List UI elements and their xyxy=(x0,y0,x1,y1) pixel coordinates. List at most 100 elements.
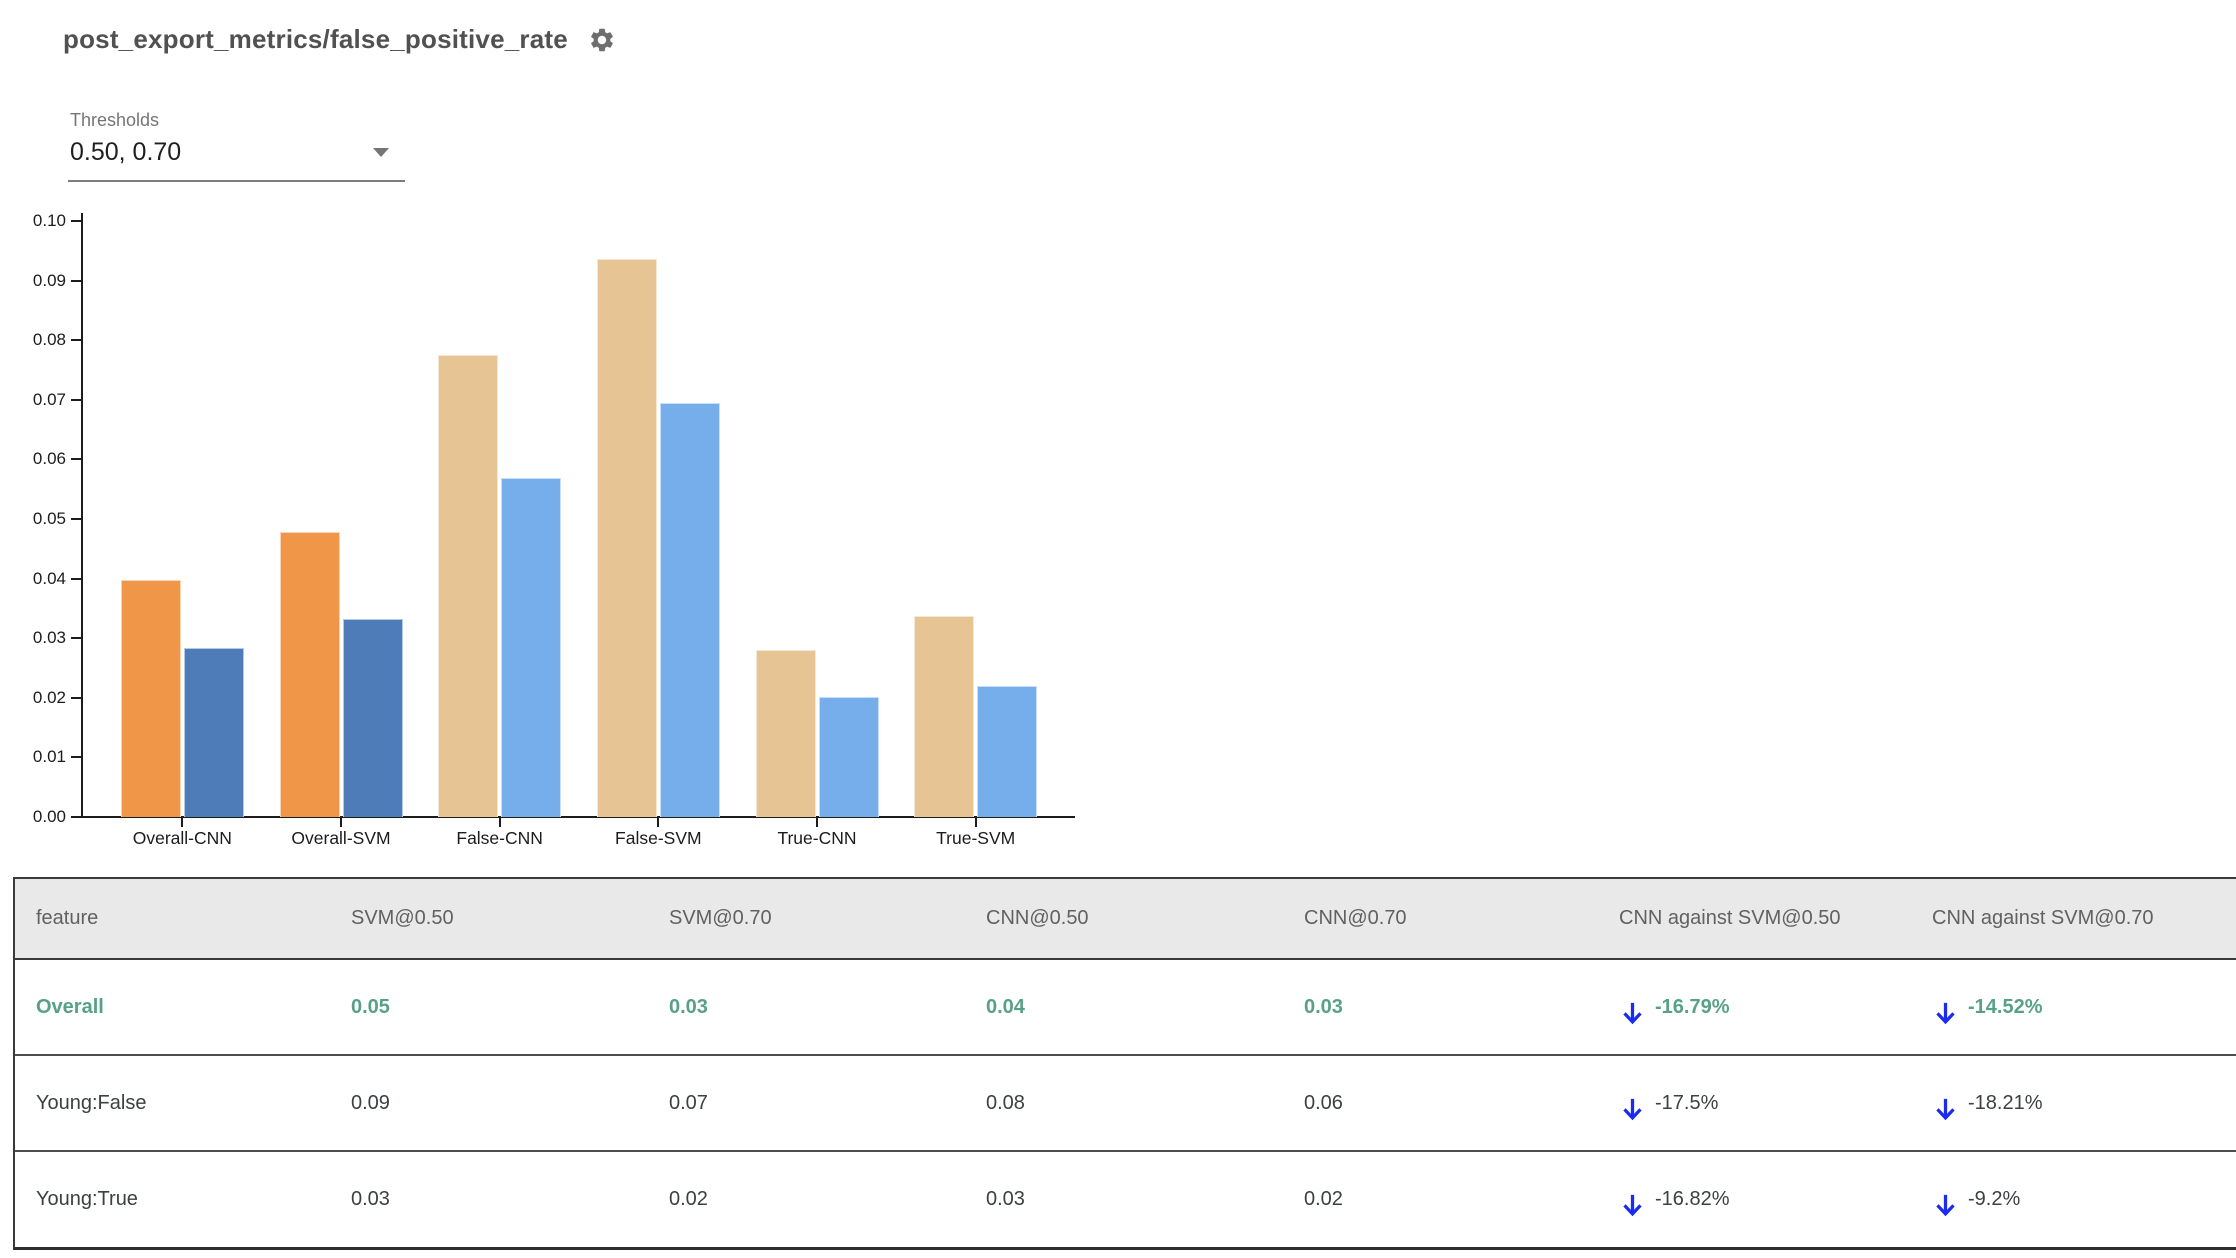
column-header-svm-0-50: SVM@0.50 xyxy=(351,907,454,929)
y-axis-tick-label: 0.06 xyxy=(32,449,66,469)
y-axis-tick xyxy=(71,577,81,580)
bar-false-svm-threshold-0-50[interactable] xyxy=(596,258,657,817)
bar-true-svm-threshold-0-70[interactable] xyxy=(977,685,1038,817)
metric-value-cell-cnn-0-70: 0.02 xyxy=(1304,1188,1343,1210)
bar-overall-svm-threshold-0-50[interactable] xyxy=(279,532,340,817)
bar-group-false-svm xyxy=(579,221,738,817)
delta-value: -17.5% xyxy=(1655,1091,1719,1114)
bar-group-overall-svm xyxy=(262,221,421,817)
thresholds-control: Thresholds 0.50, 0.70 xyxy=(68,110,405,182)
x-axis-tick xyxy=(657,818,660,827)
delta-cell-cnn-against-svm-0-50: -16.82% xyxy=(1598,1186,1911,1217)
delta-cell-cnn-against-svm-0-70: -14.52% xyxy=(1911,994,2236,1024)
arrow-down-icon xyxy=(1936,1098,1955,1120)
metric-value-cell-svm-0-70: 0.07 xyxy=(669,1091,708,1114)
delta-value: -16.79% xyxy=(1655,995,1730,1018)
bar-overall-cnn-threshold-0-50[interactable] xyxy=(120,579,181,817)
delta-value: -14.52% xyxy=(1968,995,2043,1018)
x-axis-tick xyxy=(816,818,818,827)
y-axis-line xyxy=(81,213,83,818)
metric-value-cell-svm-0-70: 0.03 xyxy=(669,995,708,1018)
metric-value-cell-svm-0-50: 0.05 xyxy=(351,995,390,1018)
x-axis-category-label: Overall-CNN xyxy=(132,828,232,848)
bar-group-false-cnn xyxy=(420,221,579,817)
y-axis-tick-label: 0.03 xyxy=(32,628,66,648)
table-header-row: feature SVM@0.50 SVM@0.70 CNN@0.50 CNN@0.70 C… xyxy=(15,879,2236,960)
table-row-overall[interactable]: Overall 0.05 0.03 0.04 0.03 -16.79% -14.52% xyxy=(15,960,2236,1056)
column-header-cnn-0-70: CNN@0.70 xyxy=(1304,907,1407,929)
y-axis-tick xyxy=(71,398,81,401)
metric-value-cell-cnn-0-50: 0.04 xyxy=(986,995,1025,1018)
settings-gear-icon[interactable] xyxy=(588,26,616,54)
bar-group-overall-cnn xyxy=(103,221,262,817)
y-axis-tick xyxy=(71,637,81,640)
x-axis-category-label: Overall-SVM xyxy=(291,828,391,848)
metric-value-cell-svm-0-50: 0.03 xyxy=(351,1188,390,1210)
x-axis-tick xyxy=(340,818,342,827)
feature-cell: Young:True xyxy=(36,1188,138,1210)
metric-value-cell-svm-0-50: 0.09 xyxy=(351,1091,390,1114)
bar-overall-cnn-threshold-0-70[interactable] xyxy=(183,648,244,817)
y-axis-tick-label: 0.00 xyxy=(32,807,66,826)
column-header-cnn-against-svm-0-50: CNN against SVM@0.50 xyxy=(1619,907,1841,929)
x-axis-category-label: False-SVM xyxy=(615,828,702,848)
bar-groups xyxy=(103,221,1055,817)
column-header-cnn-0-50: CNN@0.50 xyxy=(986,907,1089,929)
bar-false-cnn-threshold-0-50[interactable] xyxy=(438,355,499,817)
delta-cell-cnn-against-svm-0-70: -18.21% xyxy=(1911,1090,2236,1120)
arrow-down-icon xyxy=(1936,1194,1955,1217)
delta-cell-cnn-against-svm-0-50: -17.5% xyxy=(1598,1090,1911,1120)
delta-value: -16.82% xyxy=(1655,1188,1730,1210)
bar-false-cnn-threshold-0-70[interactable] xyxy=(501,478,562,817)
panel-header: post_export_metrics/false_positive_rate xyxy=(63,24,616,55)
y-axis-tick xyxy=(71,696,81,699)
metrics-table: feature SVM@0.50 SVM@0.70 CNN@0.50 CNN@0.70 C… xyxy=(13,877,2236,1250)
arrow-down-icon xyxy=(1623,1194,1642,1217)
table-row-young-false[interactable]: Young:False 0.09 0.07 0.08 0.06 -17.5% -18.21% xyxy=(15,1056,2236,1152)
thresholds-value: 0.50, 0.70 xyxy=(70,138,182,166)
delta-cell-cnn-against-svm-0-50: -16.79% xyxy=(1598,994,1911,1024)
x-axis-category-label: True-SVM xyxy=(936,828,1016,848)
bar-true-svm-threshold-0-50[interactable] xyxy=(914,616,975,817)
metric-value-cell-cnn-0-70: 0.06 xyxy=(1304,1091,1343,1114)
x-axis-tick xyxy=(498,818,501,827)
x-axis-line xyxy=(81,816,1075,818)
column-header-feature: feature xyxy=(36,907,99,929)
y-axis-tick xyxy=(71,339,81,342)
metric-value-cell-cnn-0-50: 0.03 xyxy=(986,1188,1025,1210)
y-axis-tick-label: 0.08 xyxy=(32,330,66,350)
x-axis-category-label: False-CNN xyxy=(456,828,543,848)
y-axis-tick xyxy=(71,816,81,818)
y-axis-tick xyxy=(71,458,81,461)
column-header-cnn-against-svm-0-70: CNN against SVM@0.70 xyxy=(1932,907,2154,929)
column-header-svm-0-70: SVM@0.70 xyxy=(669,907,772,929)
feature-cell: Young:False xyxy=(36,1091,147,1114)
metric-value-cell-cnn-0-70: 0.03 xyxy=(1304,995,1343,1018)
thresholds-label: Thresholds xyxy=(70,110,160,130)
y-axis-tick-label: 0.02 xyxy=(32,687,66,707)
delta-value: -9.2% xyxy=(1968,1188,2021,1210)
bar-true-cnn-threshold-0-50[interactable] xyxy=(755,650,816,817)
y-axis-tick-label: 0.04 xyxy=(32,568,66,588)
table-row-young-true[interactable]: Young:True 0.03 0.02 0.03 0.02 -16.82% -9.2% xyxy=(15,1152,2236,1247)
metric-value-cell-svm-0-70: 0.02 xyxy=(669,1188,708,1210)
bar-overall-svm-threshold-0-70[interactable] xyxy=(342,619,403,817)
y-axis-tick xyxy=(71,279,81,282)
y-axis-tick-label: 0.05 xyxy=(32,509,66,528)
thresholds-dropdown[interactable]: 0.50, 0.70 xyxy=(68,131,405,182)
y-axis-tick-label: 0.01 xyxy=(32,747,66,767)
y-axis-tick-label: 0.09 xyxy=(32,270,66,290)
bar-group-true-cnn xyxy=(738,221,897,817)
y-axis-tick xyxy=(71,220,81,222)
y-axis-tick xyxy=(71,756,81,759)
delta-value: -18.21% xyxy=(1968,1091,2043,1114)
x-axis-tick xyxy=(974,818,977,827)
dropdown-caret-icon xyxy=(373,148,389,157)
arrow-down-icon xyxy=(1623,1002,1642,1024)
bar-false-svm-threshold-0-70[interactable] xyxy=(659,402,720,817)
y-axis-tick-label: 0.07 xyxy=(32,389,66,409)
y-axis-tick-label: 0.10 xyxy=(32,211,66,230)
bar-true-cnn-threshold-0-70[interactable] xyxy=(818,697,879,817)
x-axis-tick xyxy=(181,818,184,827)
